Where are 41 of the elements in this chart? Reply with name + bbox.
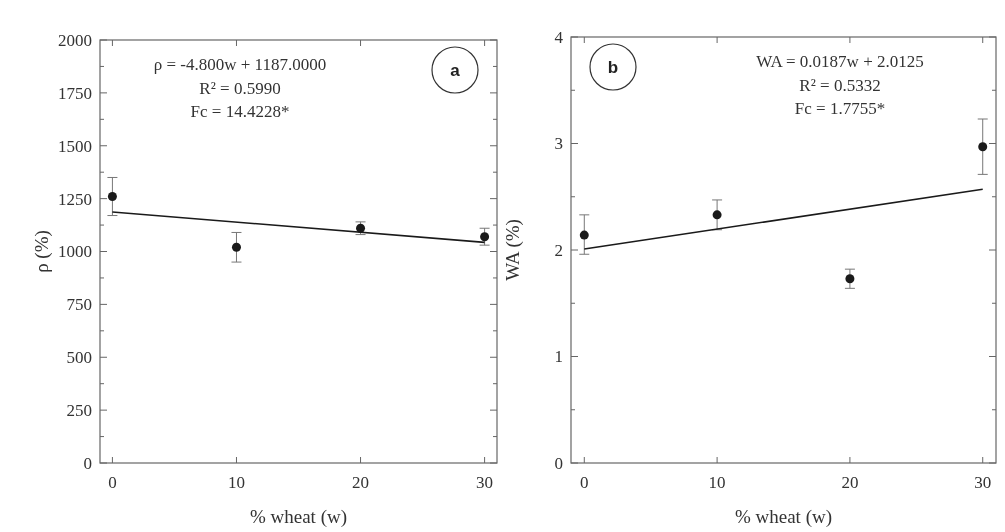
y-tick-label: 1250 — [58, 189, 92, 209]
x-tick-label: 0 — [580, 473, 589, 492]
x-tick-label: 10 — [708, 473, 726, 492]
y-tick-label: 0 — [83, 453, 92, 473]
y-axis-title: WA (%) — [502, 219, 524, 281]
annotation: b — [607, 57, 619, 77]
y-tick-label: 750 — [66, 295, 92, 315]
y-tick-label: 1500 — [58, 136, 92, 156]
point — [480, 232, 490, 242]
x-tick-label: 20 — [841, 473, 859, 492]
y-tick-label: 500 — [66, 348, 92, 368]
y-tick-label: 2 — [554, 240, 563, 260]
point — [978, 142, 988, 152]
y-tick-label: 250 — [66, 401, 92, 421]
y-tick-label: 1750 — [58, 83, 92, 103]
x-axis-title: % wheat (w) — [249, 506, 348, 528]
x-tick-label: 30 — [974, 473, 992, 492]
point — [845, 274, 855, 284]
y-axis-title: ρ (%) — [31, 230, 53, 273]
annotation: WA = 0.0187w + 2.0125 — [756, 52, 924, 71]
y-tick-label: 4 — [554, 27, 564, 47]
point — [107, 192, 117, 202]
annotation: Fc = 14.4228* — [190, 102, 290, 121]
y-tick-label: 1 — [554, 347, 563, 367]
x-tick-label: 10 — [227, 473, 245, 492]
y-tick-label: 3 — [554, 134, 563, 154]
x-axis-title: % wheat (w) — [734, 506, 833, 528]
x-tick-label: 20 — [352, 473, 370, 492]
annotation: Fc = 1.7755* — [794, 99, 886, 118]
annotation: a — [450, 60, 461, 80]
point — [231, 242, 241, 252]
point — [712, 210, 722, 220]
annotation: R² = 0.5332 — [799, 75, 881, 95]
annotation: ρ = -4.800w + 1187.0000 — [153, 55, 327, 74]
y-tick-label: 0 — [554, 453, 563, 473]
y-tick-label: 2000 — [58, 30, 92, 50]
x-tick-label: 30 — [476, 473, 494, 492]
y-tick-label: 1000 — [58, 242, 92, 262]
point — [579, 230, 589, 240]
x-tick-label: 0 — [108, 473, 117, 492]
annotation: R² = 0.5990 — [199, 78, 281, 98]
